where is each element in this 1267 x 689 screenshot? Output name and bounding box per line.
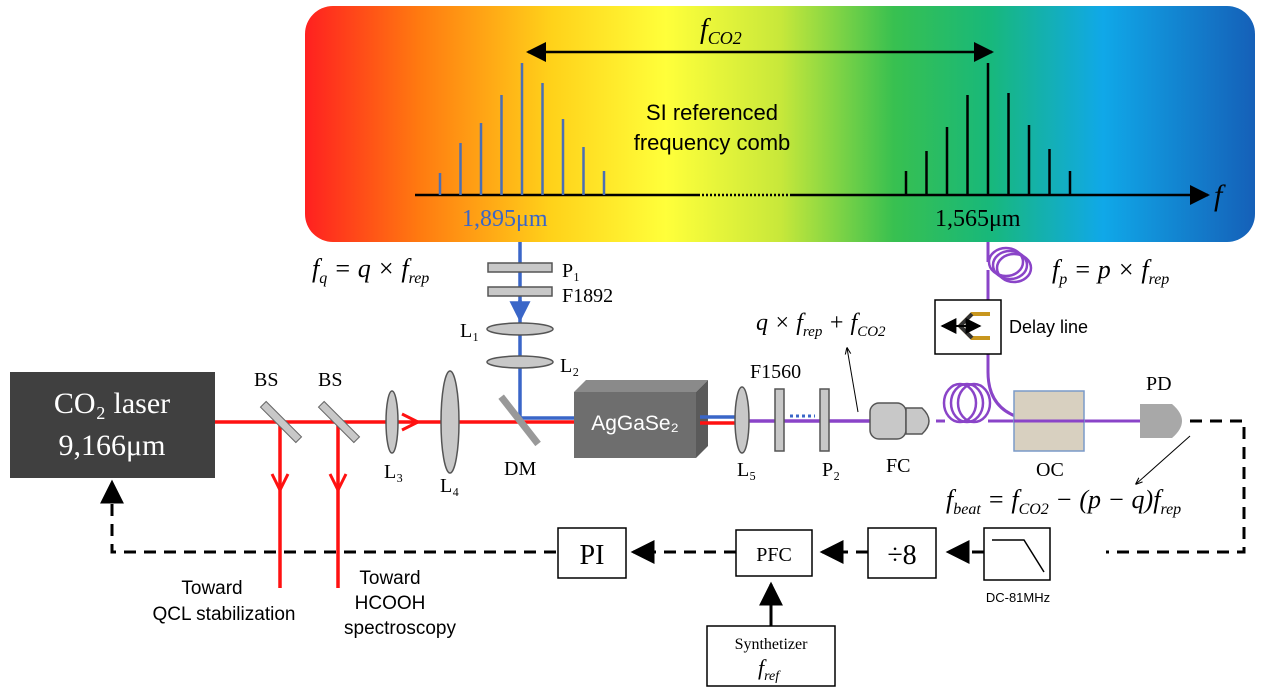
right-wavelength: 1,565μm xyxy=(935,206,1021,232)
toward-hcooh-line3: spectroscopy xyxy=(344,618,456,639)
bs2-label: BS xyxy=(318,369,342,391)
bs1-label: BS xyxy=(254,369,278,391)
l4-label: L₄ xyxy=(440,475,459,497)
toward-hcooh-line2: HCOOH xyxy=(355,593,426,614)
f1560-label: F1560 xyxy=(750,361,801,383)
pfc-box xyxy=(735,529,813,577)
fiber-coil xyxy=(942,382,992,424)
pd-label: PD xyxy=(1146,373,1172,395)
polarizer-p1 xyxy=(487,262,553,273)
fc-label: FC xyxy=(886,455,910,477)
lens-l4 xyxy=(440,370,460,474)
lowpass-icon xyxy=(992,539,1045,573)
comb-teeth xyxy=(438,63,1072,195)
toward-qcl-line2: QCL stabilization xyxy=(153,604,296,625)
feedback-dashed-right xyxy=(1106,419,1246,554)
l5-label: L₅ xyxy=(737,459,756,481)
lens-l3 xyxy=(385,390,399,454)
toward-hcooh-line1: Toward xyxy=(359,568,420,589)
dichroic-mirror xyxy=(498,394,541,447)
left-wavelength: 1,895μm xyxy=(462,206,548,232)
oc-label: OC xyxy=(1036,459,1064,481)
divider-box xyxy=(867,527,937,579)
l1-label: L₁ xyxy=(460,320,479,342)
pi-label: PI xyxy=(580,540,605,571)
comb-title-line1: SI referenced xyxy=(646,100,778,125)
fiber-coupler xyxy=(869,402,907,440)
beam-splitter-1 xyxy=(259,400,303,444)
toward-qcl-line1: Toward xyxy=(181,578,242,599)
pi-box xyxy=(557,527,627,579)
crystal-side xyxy=(696,380,708,458)
comb-title-line2: frequency comb xyxy=(634,130,791,155)
crystal-top xyxy=(574,380,708,392)
fq-equation: fq = q × frep xyxy=(312,254,429,287)
p1-label: P₁ xyxy=(562,260,580,282)
fiber-coupler-tip xyxy=(905,407,930,435)
delay-line-label: Delay line xyxy=(1009,317,1088,337)
fref-label: fref xyxy=(758,655,781,684)
p2-label: P₂ xyxy=(822,459,840,481)
filter-f1560 xyxy=(774,388,785,452)
l2-label: L₂ xyxy=(560,355,579,377)
pfc-label: PFC xyxy=(756,544,792,566)
synthetizer-box xyxy=(706,625,836,687)
sum-equation: q × frep + fCO2 xyxy=(756,310,886,340)
red-beam-hcooh-arrow xyxy=(328,473,348,494)
fiber-coil-top xyxy=(987,246,1033,284)
spectrum-background xyxy=(305,6,1255,242)
polarizer-p2 xyxy=(819,388,830,452)
fp-equation: fp = p × frep xyxy=(1052,255,1169,288)
synthetizer-label: Synthetizer xyxy=(735,636,809,653)
sum-pointer xyxy=(847,348,859,413)
co2-laser-line1: CO₂ laser xyxy=(54,387,170,420)
co2-laser-line2: 9,166μm xyxy=(59,429,166,462)
agase2-crystal xyxy=(574,392,696,458)
crystal-label: AgGaSe₂ xyxy=(591,412,679,435)
filter-label: DC-81MHz xyxy=(986,590,1050,605)
red-beam-arrow xyxy=(401,412,422,432)
lowpass-filter xyxy=(983,527,1051,581)
co2-laser xyxy=(10,372,215,478)
fbeat-equation: fbeat = fCO2 − (p − q)frep xyxy=(946,485,1181,518)
lens-l5 xyxy=(734,386,750,454)
lens-l2 xyxy=(486,355,554,369)
l3-label: L₃ xyxy=(384,461,403,483)
beam-splitter-2 xyxy=(317,400,361,444)
dashed-pi-to-laser xyxy=(100,479,556,554)
divider-label: ÷8 xyxy=(887,540,916,571)
fbeat-pointer xyxy=(1136,435,1191,484)
lens-l1 xyxy=(486,322,554,336)
f1892-label: F1892 xyxy=(562,285,613,307)
photodetector xyxy=(1140,404,1182,438)
fco2-label: fCO2 xyxy=(700,14,742,48)
red-beam-qcl-arrow xyxy=(270,473,290,494)
dm-label: DM xyxy=(504,458,536,480)
filter-f1892 xyxy=(487,286,553,297)
